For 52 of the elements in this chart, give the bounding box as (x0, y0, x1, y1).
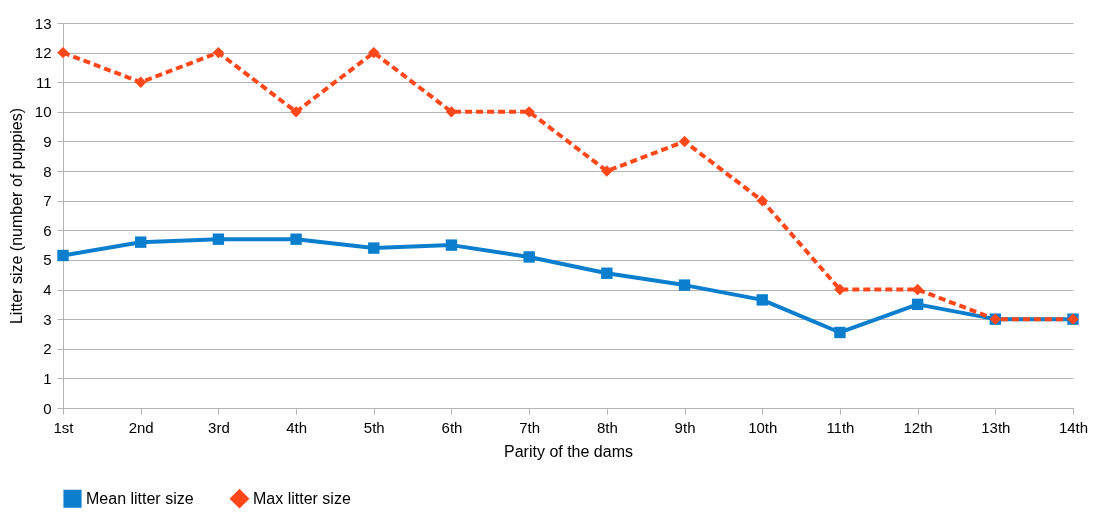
x-tick-label: 12th (903, 418, 933, 436)
x-tick-label: 7th (519, 418, 541, 436)
y-tick-label: 7 (43, 192, 52, 210)
point (57, 249, 69, 262)
x-axis-title: Parity of the dams (504, 442, 633, 460)
point (911, 298, 924, 311)
point (601, 267, 613, 279)
point (134, 236, 147, 248)
point (212, 46, 225, 59)
y-tick-label: 10 (34, 103, 52, 121)
y-tick-label: 5 (43, 251, 52, 269)
point (368, 46, 380, 59)
x-tick-label: 3rd (208, 418, 230, 436)
point (523, 251, 535, 263)
y-tick-label: 6 (43, 221, 52, 239)
legend-label: Max litter size (253, 489, 351, 507)
x-tick-label: 6th (441, 418, 463, 436)
point (834, 326, 846, 339)
y-axis-title: Litter size (number of puppies) (7, 107, 25, 325)
x-tick-label: 2nd (128, 418, 154, 436)
point (678, 135, 691, 148)
x-tick-label: 4th (286, 418, 308, 436)
point (134, 76, 147, 88)
y-tick-label: 2 (43, 340, 52, 358)
point (601, 165, 613, 177)
point (57, 46, 69, 59)
y-tick-label: 12 (34, 44, 52, 62)
x-tick-label: 14th (1058, 418, 1089, 436)
point (368, 242, 380, 254)
point (756, 294, 768, 306)
y-tick-label: 8 (43, 162, 52, 180)
x-tick-label: 11th (826, 418, 855, 436)
y-tick-label: 9 (43, 132, 52, 150)
x-tick-label: 9th (674, 418, 696, 436)
y-tick-label: 4 (43, 281, 52, 299)
y-tick-label: 0 (43, 399, 52, 417)
point (290, 106, 302, 118)
x-tick-label: 13th (981, 418, 1011, 436)
point (678, 279, 691, 291)
x-tick-label: 8th (596, 418, 618, 436)
point (445, 239, 458, 251)
point (756, 194, 768, 207)
y-tick-label: 11 (35, 73, 52, 91)
x-tick-label: 10th (748, 418, 778, 436)
x-tick-label: 5th (363, 418, 385, 436)
y-tick-label: 3 (43, 310, 52, 328)
y-tick-label: 1 (43, 369, 52, 387)
legend-label: Mean litter size (86, 489, 194, 507)
y-tick-label: 13 (34, 14, 52, 32)
x-tick-label: 1st (53, 418, 75, 436)
point (290, 233, 302, 245)
point (212, 233, 225, 245)
